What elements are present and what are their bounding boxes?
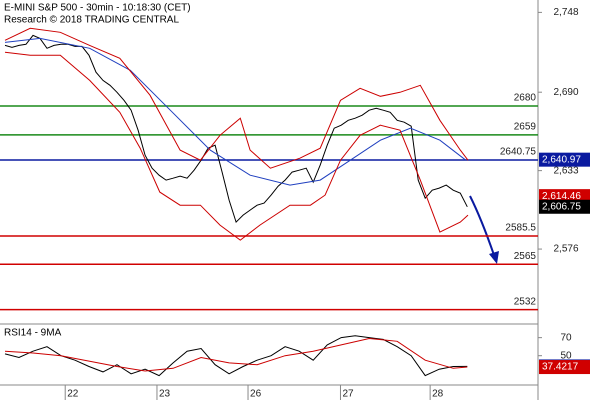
price-label-box bbox=[539, 189, 590, 204]
price-label: 2,606.75 bbox=[542, 201, 581, 212]
chart-subtitle: Research © 2018 TRADING CENTRAL bbox=[4, 15, 179, 26]
forecast-arrowhead bbox=[489, 251, 499, 264]
level-label: 2585.5 bbox=[505, 223, 536, 234]
level-label: 2532 bbox=[514, 296, 537, 307]
level-label: 2565 bbox=[514, 251, 537, 262]
price-label: 2,614.46 bbox=[542, 191, 581, 202]
level-label: 2640.75 bbox=[500, 147, 537, 158]
indicator-title: RSI14 - 9MA bbox=[4, 328, 62, 339]
x-tick-label: 22 bbox=[67, 389, 79, 400]
level-label: 2659 bbox=[514, 121, 537, 132]
price-label-box bbox=[539, 199, 590, 214]
price-label-box bbox=[539, 152, 590, 167]
price-label: 2,640.97 bbox=[542, 154, 581, 165]
series-line bbox=[4, 335, 468, 377]
chart-title: E-MINI S&P 500 - 30min - 10:18:30 (CET) bbox=[4, 3, 191, 14]
x-tick-label: 28 bbox=[432, 389, 444, 400]
y-tick-label: 50 bbox=[560, 350, 572, 361]
series-line bbox=[4, 27, 469, 169]
series-line bbox=[4, 337, 468, 372]
y-tick-label: 70 bbox=[560, 332, 572, 343]
x-tick-label: 23 bbox=[159, 389, 171, 400]
forecast-arrow bbox=[469, 195, 496, 259]
price-label-box bbox=[539, 360, 590, 375]
y-tick-label: 2,690 bbox=[553, 87, 578, 98]
y-tick-label: 2,633 bbox=[553, 165, 578, 176]
x-tick-label: 27 bbox=[342, 389, 354, 400]
series-line bbox=[4, 37, 466, 186]
y-tick-label: 2,576 bbox=[553, 244, 578, 255]
level-label: 2680 bbox=[514, 93, 537, 104]
price-label: 37.4217 bbox=[542, 362, 579, 373]
series-line bbox=[4, 51, 469, 241]
y-tick-label: 2,748 bbox=[553, 7, 578, 18]
x-tick-label: 26 bbox=[250, 389, 262, 400]
